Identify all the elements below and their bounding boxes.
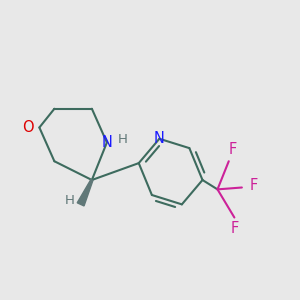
Text: N: N — [154, 131, 165, 146]
Text: N: N — [101, 135, 112, 150]
Text: H: H — [65, 194, 75, 207]
Text: F: F — [230, 220, 238, 236]
Text: H: H — [118, 133, 128, 146]
Text: F: F — [250, 178, 258, 194]
Text: O: O — [22, 120, 34, 135]
Polygon shape — [77, 179, 93, 206]
Text: F: F — [228, 142, 237, 158]
